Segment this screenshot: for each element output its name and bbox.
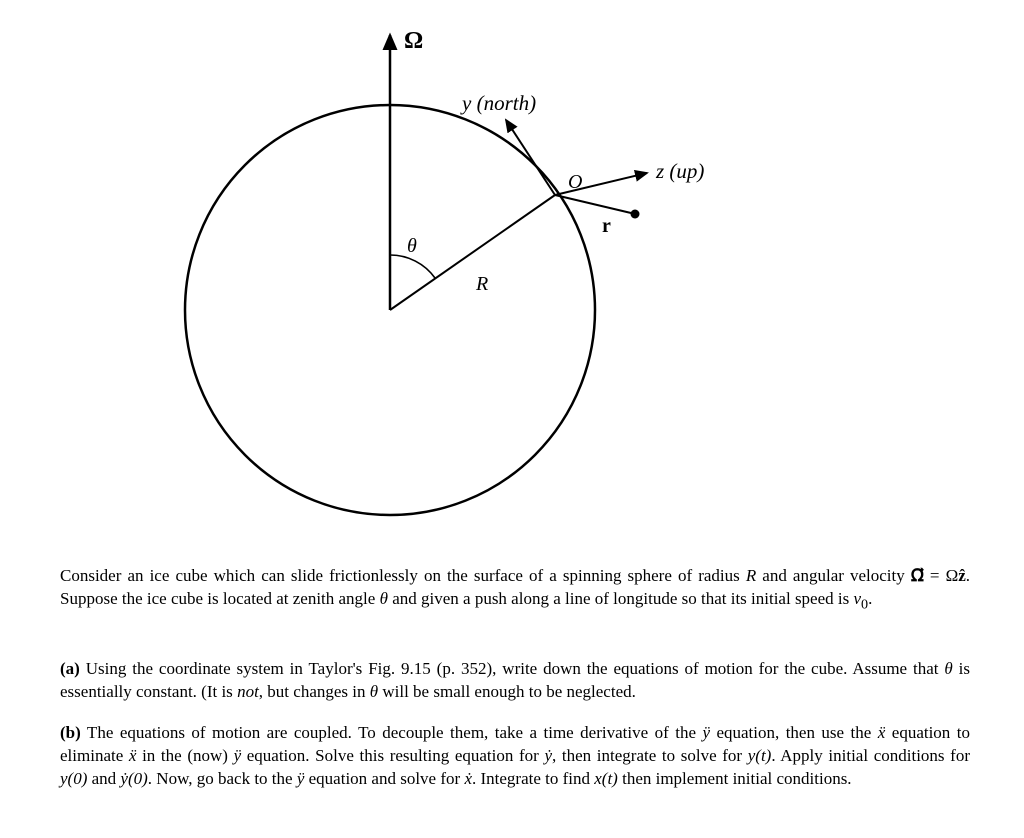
label-O: O bbox=[568, 171, 582, 193]
sym-ydot0: ẏ(0) bbox=[120, 769, 147, 788]
sym-xdot: ẋ bbox=[464, 769, 472, 788]
label-b: (b) bbox=[60, 723, 81, 742]
t: The equations of motion are coupled. To … bbox=[81, 723, 703, 742]
sym-y0: y(0) bbox=[60, 769, 87, 788]
part-b: (b) The equations of motion are coupled.… bbox=[60, 722, 970, 791]
t: equation. Solve this resulting equation … bbox=[241, 746, 544, 765]
theta-arc bbox=[390, 255, 435, 278]
sym-ydddot: ÿ bbox=[234, 746, 242, 765]
sym-ydot: ẏ bbox=[544, 746, 552, 765]
label-r: r bbox=[602, 215, 611, 237]
sym-theta: θ bbox=[944, 659, 952, 678]
t: = bbox=[924, 566, 946, 585]
word-not: not bbox=[237, 682, 259, 701]
r-vector-dot bbox=[631, 210, 640, 219]
label-Omega: Ω bbox=[404, 28, 423, 54]
t: Using the coordinate system in Taylor's … bbox=[80, 659, 945, 678]
label-z-up: z (up) bbox=[655, 159, 704, 183]
sym-R: R bbox=[746, 566, 756, 585]
t: Consider an ice cube which can slide fri… bbox=[60, 566, 746, 585]
t: in the (now) bbox=[136, 746, 233, 765]
sym-v: v bbox=[854, 589, 862, 608]
sym-OmegaVec: Ω⃗ bbox=[911, 566, 924, 585]
sym-Omega: Ω bbox=[946, 566, 959, 585]
t: and bbox=[87, 769, 120, 788]
t: . bbox=[868, 589, 872, 608]
t: equation and solve for bbox=[304, 769, 464, 788]
t: . Now, go back to the bbox=[148, 769, 297, 788]
t: . Apply initial conditions for bbox=[771, 746, 970, 765]
t: and given a push along a line of longitu… bbox=[388, 589, 854, 608]
label-a: (a) bbox=[60, 659, 80, 678]
part-a: (a) Using the coordinate system in Taylo… bbox=[60, 658, 970, 704]
sym-zhat: ẑ bbox=[958, 566, 966, 585]
y-north-arrow bbox=[506, 120, 555, 195]
sphere-diagram: Ω θ R O r y (north) z (up) bbox=[0, 0, 1024, 555]
physics-problem-page: Ω θ R O r y (north) z (up) Consider an i… bbox=[0, 0, 1024, 838]
label-R: R bbox=[475, 273, 488, 295]
sym-theta: θ bbox=[380, 589, 388, 608]
label-y-north: y (north) bbox=[460, 91, 536, 115]
sym-xt: x(t) bbox=[594, 769, 618, 788]
problem-intro: Consider an ice cube which can slide fri… bbox=[60, 565, 970, 614]
diagram-svg: Ω θ R O r y (north) z (up) bbox=[0, 0, 1024, 555]
t: . Integrate to find bbox=[472, 769, 594, 788]
t: then implement initial conditions. bbox=[618, 769, 852, 788]
sym-yt: y(t) bbox=[748, 746, 772, 765]
t: equation, then use the bbox=[710, 723, 878, 742]
t: will be small enough to be neglected. bbox=[378, 682, 636, 701]
label-theta: θ bbox=[407, 235, 417, 257]
sym-yddot: ÿ bbox=[702, 723, 710, 742]
t: and angular velocity bbox=[756, 566, 911, 585]
t: , then integrate to solve for bbox=[552, 746, 748, 765]
t: , but changes in bbox=[259, 682, 370, 701]
sym-theta: θ bbox=[370, 682, 378, 701]
